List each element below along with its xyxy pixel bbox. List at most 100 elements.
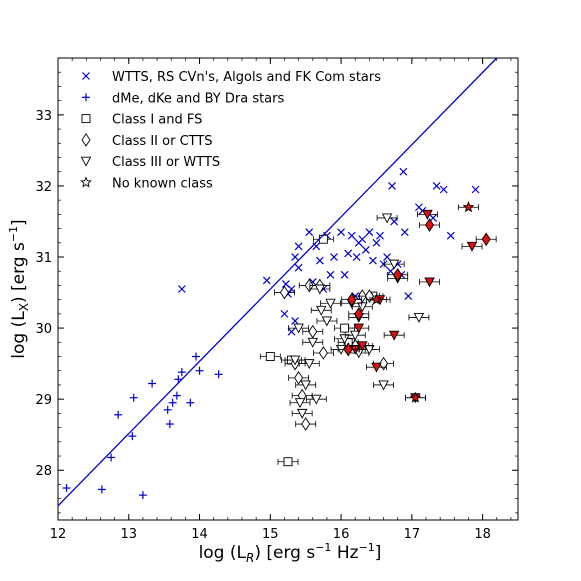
- data-point-diamond-filled: [354, 307, 364, 321]
- data-point-+: [62, 484, 71, 493]
- data-point-diamond-filled: [424, 218, 435, 232]
- data-point-x: [330, 253, 338, 261]
- data-point-x: [294, 263, 303, 272]
- data-point-+: [138, 491, 147, 500]
- data-point-triangle-down: [316, 305, 327, 316]
- x-tick-label: 12: [50, 527, 67, 542]
- data-point-triangle-down-filled: [424, 277, 435, 288]
- data-point-x: [439, 185, 448, 194]
- data-point-triangle-down: [364, 344, 375, 355]
- data-point-triangle-down: [321, 316, 333, 327]
- data-point-triangle-down: [314, 284, 326, 295]
- data-point-x: [386, 267, 395, 276]
- data-point-x: [400, 228, 409, 237]
- y-tick-label: 28: [35, 464, 52, 479]
- data-point-triangle-down: [357, 302, 368, 313]
- data-point-diamond: [304, 278, 314, 293]
- legend-entry: Class II or CTTS: [112, 134, 213, 149]
- data-point-+: [214, 370, 223, 379]
- data-point-triangle-down: [307, 337, 319, 348]
- x-tick-label: 18: [474, 527, 491, 542]
- data-point-+: [168, 398, 177, 407]
- data-point-+: [148, 379, 157, 388]
- data-point-triangle-down: [294, 398, 306, 409]
- axis-ticks: 12 13 14 15 16 17 18 28 29 30 31 32 33: [35, 57, 518, 542]
- data-point-triangle-down: [388, 259, 400, 270]
- data-point-triangle-down-filled: [422, 209, 433, 220]
- data-point-diamond: [364, 289, 374, 303]
- data-point-x: [294, 242, 303, 251]
- data-point-diamond-filled: [343, 342, 353, 357]
- legend-marker-x: [82, 72, 90, 80]
- legend-entry: WTTS, RS CVn's, Algols and FK Com stars: [112, 70, 381, 85]
- plot-frame: [57, 57, 519, 521]
- data-point-triangle-down: [381, 213, 393, 224]
- data-point-+: [174, 375, 183, 384]
- legend-entry: dMe, dKe and BY Dra stars: [112, 91, 284, 106]
- data-point-x: [446, 231, 455, 240]
- data-point-x: [344, 249, 353, 258]
- data-point-triangle-down: [325, 298, 336, 309]
- data-point-square: [340, 323, 350, 333]
- data-point-x: [287, 285, 296, 293]
- data-point-x: [326, 270, 335, 279]
- data-point-diamond: [308, 324, 318, 339]
- reference-line: [57, 57, 498, 507]
- data-point-diamond: [294, 371, 304, 385]
- data-point-x: [404, 292, 413, 301]
- data-point-x: [347, 231, 356, 240]
- data-point-x: [379, 260, 388, 269]
- data-point-diamond-filled: [481, 232, 491, 247]
- x-tick-label: 15: [262, 527, 279, 542]
- legend-marker-triangle-down: [80, 156, 92, 167]
- y-tick-label: 29: [35, 393, 52, 408]
- data-point-triangle-down-filled: [353, 323, 365, 334]
- data-marks: [62, 167, 497, 500]
- data-point-triangle-down-filled: [388, 330, 400, 341]
- data-point-diamond-filled: [393, 267, 403, 282]
- x-tick-label: 13: [120, 527, 137, 542]
- data-point-triangle-down: [300, 380, 311, 391]
- data-point-+: [195, 366, 204, 375]
- data-point-+: [172, 391, 181, 400]
- legend-entry: Class III or WTTS: [112, 155, 220, 170]
- data-point-star-filled: [409, 391, 422, 403]
- data-point-triangle-down: [296, 408, 308, 419]
- data-point-+: [114, 410, 123, 419]
- data-point-triangle-down-filled: [466, 241, 478, 252]
- data-point-+: [177, 368, 186, 377]
- data-point-star-filled: [462, 201, 475, 213]
- data-point-+: [165, 420, 174, 429]
- legend: WTTS, RS CVn's, Algols and FK Com stars d…: [80, 70, 381, 192]
- x-tick-label: 16: [333, 527, 350, 542]
- legend-marker-diamond: [81, 133, 91, 147]
- data-point-x: [340, 270, 349, 279]
- data-point-triangle-down: [303, 359, 315, 370]
- legend-marker-star: [80, 176, 92, 188]
- data-point-x: [352, 253, 361, 261]
- data-point-x: [358, 235, 367, 244]
- data-point-x: [432, 182, 441, 190]
- data-point-x: [361, 245, 370, 254]
- y-axis-label: log (LX) [erg s−1]: [7, 219, 31, 358]
- data-point-triangle-down: [293, 323, 304, 334]
- data-point-square: [283, 457, 293, 467]
- data-point-x: [291, 317, 300, 325]
- data-point-x: [315, 256, 324, 265]
- data-point-triangle-down: [349, 330, 361, 341]
- x-tick-label: 14: [191, 527, 208, 542]
- data-point-+: [97, 485, 106, 494]
- data-point-square: [318, 234, 328, 244]
- data-point-x: [376, 231, 384, 240]
- data-point-+: [128, 432, 137, 441]
- data-point-+: [107, 453, 116, 462]
- data-point-diamond: [378, 356, 389, 371]
- data-point-x: [337, 228, 346, 237]
- legend-marker-+: [82, 93, 90, 102]
- data-point-triangle-down-filled: [371, 362, 382, 373]
- legend-entry: No known class: [112, 177, 213, 192]
- data-point-x: [280, 309, 289, 318]
- data-point-diamond: [318, 346, 328, 360]
- data-point-x: [177, 285, 186, 293]
